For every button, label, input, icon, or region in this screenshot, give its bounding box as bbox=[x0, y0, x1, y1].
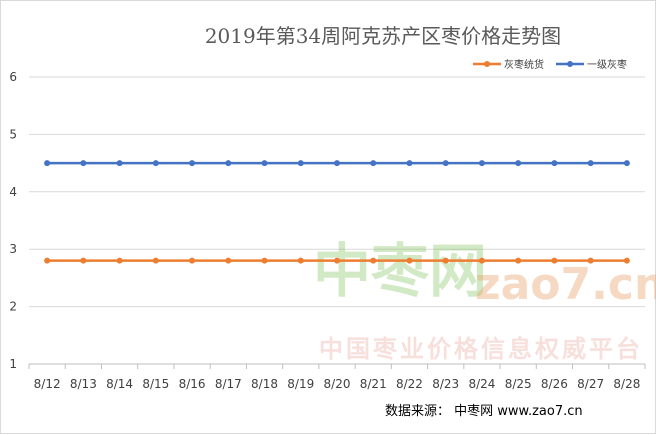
data-point bbox=[334, 160, 340, 167]
y-axis-ticks: 1 2 3 4 5 6 bbox=[9, 70, 17, 371]
watermark-brand-latin: zao7.cn bbox=[475, 259, 656, 310]
watermark-brand-cn: 中枣网 bbox=[313, 237, 487, 305]
data-point bbox=[406, 160, 413, 167]
x-tick-label: 8/13 bbox=[70, 377, 97, 391]
legend-marker-1 bbox=[567, 61, 573, 67]
data-point bbox=[297, 160, 304, 167]
data-point bbox=[225, 257, 232, 264]
x-tick-label: 8/15 bbox=[142, 377, 169, 391]
y-tick-label: 1 bbox=[9, 357, 17, 371]
x-tick-label: 8/17 bbox=[215, 377, 242, 391]
x-tick-label: 8/23 bbox=[432, 377, 459, 391]
data-point bbox=[587, 160, 594, 167]
data-point bbox=[261, 160, 268, 167]
data-point bbox=[370, 257, 377, 264]
data-source: 数据来源： 中枣网 www.zao7.cn bbox=[385, 404, 583, 419]
chart-title: 2019年第34周阿克苏产区枣价格走势图 bbox=[205, 24, 561, 48]
x-tick-label: 8/21 bbox=[360, 377, 387, 391]
data-point bbox=[189, 160, 196, 167]
legend-item-1: 一级灰枣 bbox=[556, 58, 627, 71]
data-point bbox=[587, 257, 594, 264]
data-point bbox=[152, 257, 159, 264]
data-point bbox=[623, 257, 630, 264]
x-tick-label: 8/16 bbox=[179, 377, 206, 391]
y-tick-label: 5 bbox=[9, 127, 17, 141]
x-axis-ticks: 8/12 8/13 8/14 8/15 8/16 8/17 8/18 8/19 8/20 8/21… bbox=[28, 364, 646, 391]
y-tick-label: 3 bbox=[9, 242, 17, 256]
data-point bbox=[442, 160, 449, 167]
x-tick-label: 8/25 bbox=[505, 377, 532, 391]
data-point bbox=[261, 257, 268, 264]
x-tick-label: 8/22 bbox=[396, 377, 423, 391]
data-point bbox=[189, 257, 196, 264]
data-point bbox=[225, 160, 232, 167]
series-group bbox=[44, 160, 630, 264]
watermark: 中枣网 zao7.cn 中国枣业价格信息权威平台 bbox=[313, 237, 656, 363]
data-point bbox=[551, 160, 558, 167]
x-tick-label: 8/28 bbox=[613, 377, 640, 391]
data-point bbox=[116, 160, 123, 167]
data-point bbox=[370, 160, 377, 167]
x-tick-label: 8/20 bbox=[324, 377, 351, 391]
data-point bbox=[623, 160, 630, 167]
x-tick-label: 8/24 bbox=[468, 377, 495, 391]
data-point bbox=[478, 160, 485, 167]
legend: 灰枣统货 一级灰枣 bbox=[473, 58, 627, 71]
legend-marker-0 bbox=[484, 61, 490, 67]
x-tick-label: 8/12 bbox=[34, 377, 61, 391]
x-tick-label: 8/18 bbox=[251, 377, 278, 391]
legend-label-1: 一级灰枣 bbox=[587, 58, 627, 71]
data-point bbox=[515, 257, 522, 264]
x-tick-label: 8/14 bbox=[106, 377, 133, 391]
watermark-slogan: 中国枣业价格信息权威平台 bbox=[319, 335, 643, 363]
y-tick-label: 6 bbox=[9, 70, 17, 84]
data-point bbox=[116, 257, 123, 264]
y-tick-label: 4 bbox=[9, 185, 17, 199]
data-point bbox=[515, 160, 522, 167]
data-point bbox=[44, 257, 51, 264]
data-point bbox=[44, 160, 51, 167]
data-point bbox=[334, 257, 340, 264]
y-tick-label: 2 bbox=[9, 300, 17, 314]
x-tick-label: 8/26 bbox=[541, 377, 568, 391]
data-point bbox=[406, 257, 413, 264]
legend-label-0: 灰枣统货 bbox=[504, 58, 544, 71]
data-point bbox=[478, 257, 485, 264]
data-point bbox=[442, 257, 449, 264]
x-tick-label: 8/27 bbox=[577, 377, 604, 391]
data-point bbox=[152, 160, 159, 167]
legend-item-0: 灰枣统货 bbox=[473, 58, 544, 71]
data-point bbox=[80, 160, 87, 167]
data-point bbox=[297, 257, 304, 264]
data-point bbox=[551, 257, 558, 264]
data-point bbox=[80, 257, 87, 264]
x-tick-label: 8/19 bbox=[287, 377, 314, 391]
gridlines bbox=[29, 76, 645, 365]
